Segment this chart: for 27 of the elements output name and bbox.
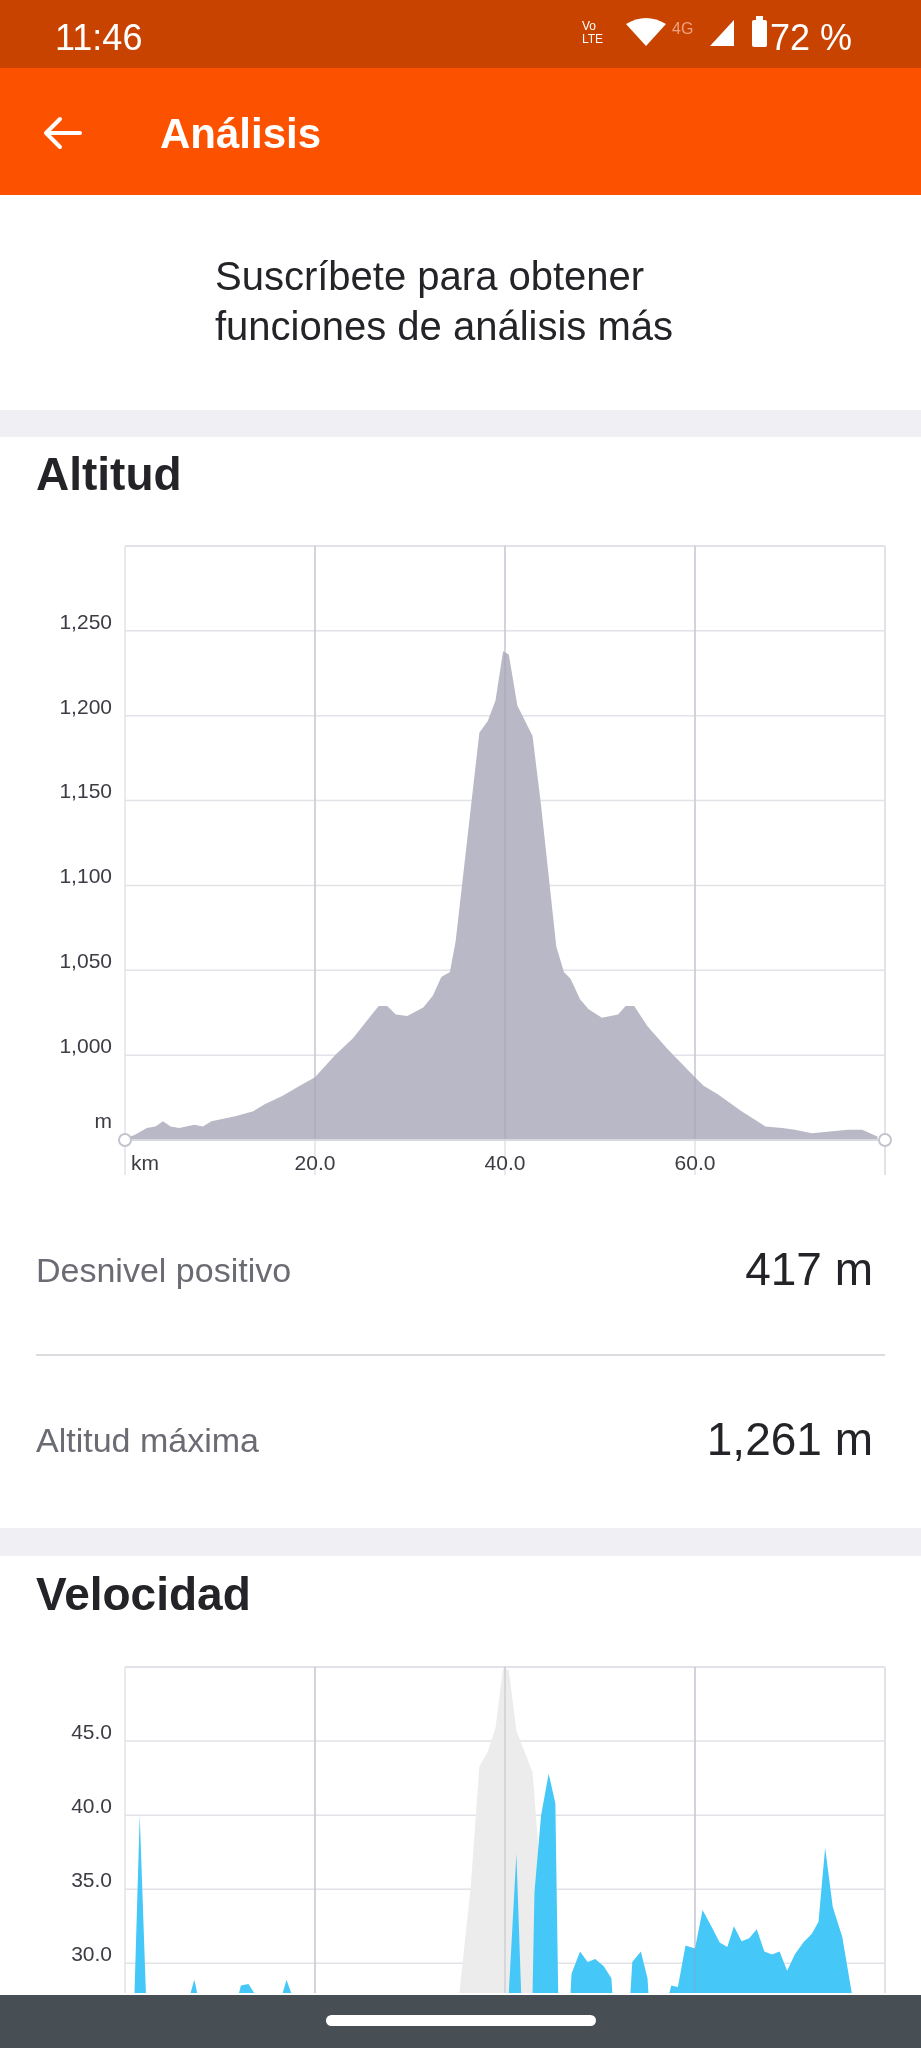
x-axis-title: km — [131, 1151, 159, 1174]
x-tick-label: 40.0 — [484, 1151, 526, 1174]
text: Análisis — [160, 110, 322, 157]
text: Altitud máxima — [36, 1421, 260, 1459]
x-tick-label: 20.0 — [294, 1151, 336, 1174]
y-tick-label: 1,200 — [59, 694, 112, 718]
y-tick-label: 35.0 — [71, 1868, 112, 1892]
y-tick-label: 30.0 — [71, 1942, 112, 1966]
text: Desnivel positivo — [36, 1251, 292, 1289]
x-tick-label: 60.0 — [674, 1151, 716, 1174]
text: 11:46 — [55, 17, 143, 58]
y-tick-label: 1,150 — [59, 779, 112, 803]
text: 4G — [672, 20, 694, 37]
text: 1,261 m — [706, 1413, 873, 1465]
chart-title: Altitud — [36, 448, 182, 500]
y-tick-label: 40.0 — [71, 1794, 112, 1818]
y-tick-label: 1,250 — [59, 609, 112, 633]
text: Vo LTE — [582, 19, 604, 46]
text: 72 % — [770, 17, 853, 58]
text: 417 m — [745, 1243, 873, 1295]
y-tick-label: 1,000 — [59, 1034, 112, 1058]
text: Suscríbete para obtener funciones de análisis más — [215, 254, 674, 348]
chart-title: Velocidad — [36, 1568, 251, 1620]
y-axis-title: m — [94, 1109, 112, 1132]
y-tick-label: 1,100 — [59, 864, 112, 888]
y-tick-label: 1,050 — [59, 949, 112, 973]
y-tick-label: 45.0 — [71, 1719, 112, 1743]
